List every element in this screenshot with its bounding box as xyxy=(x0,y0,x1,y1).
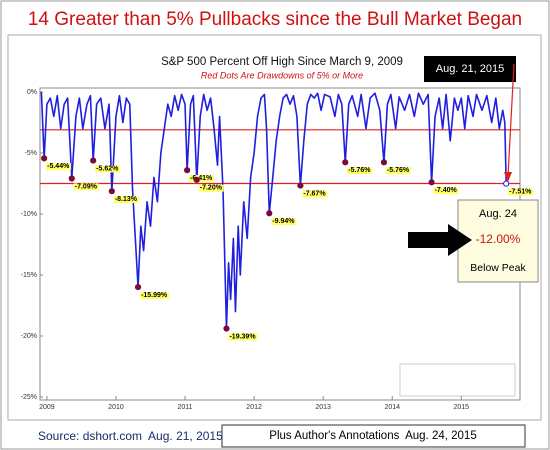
value-label-bg xyxy=(228,333,258,341)
page-title: 14 Greater than 5% Pullbacks since the B… xyxy=(28,9,522,30)
drawdown-dot xyxy=(297,182,304,189)
drawdown-dot xyxy=(193,176,200,183)
x-tick-label: 2012 xyxy=(246,404,262,411)
chart-title: S&P 500 Percent Off High Since March 9, … xyxy=(161,56,403,68)
drawdown-dot xyxy=(90,157,97,164)
drawdown-dot xyxy=(108,188,115,195)
y-tick-label: -5% xyxy=(25,150,37,157)
y-tick-label: -10% xyxy=(21,211,37,218)
value-label: -5.76% xyxy=(348,167,371,174)
author-box xyxy=(221,424,526,448)
drawdown-dot xyxy=(223,325,230,332)
value-label-bg xyxy=(302,190,328,198)
y-tick-label: 0% xyxy=(27,89,37,96)
x-tick-label: 2015 xyxy=(454,404,470,411)
y-tick-label: -20% xyxy=(21,333,37,340)
value-label: -7.51% xyxy=(509,188,532,195)
value-label: -5.44% xyxy=(47,163,70,170)
value-label: -7.67% xyxy=(303,190,326,197)
value-label-bg xyxy=(73,183,99,191)
x-tick-label: 2011 xyxy=(178,404,193,411)
peak-box xyxy=(457,199,539,283)
arrow-line xyxy=(507,63,515,177)
drawdown-dot xyxy=(266,210,273,217)
peak-date: Aug. 24 xyxy=(479,208,517,220)
value-label-bg xyxy=(140,291,169,299)
value-label: -6.41% xyxy=(190,175,213,182)
author-note: Plus Author's Annotations Aug. 24, 2015 xyxy=(269,430,476,442)
value-label-bg xyxy=(95,165,121,173)
drawdown-dot xyxy=(134,283,142,291)
y-tick-label: -15% xyxy=(21,272,37,279)
value-label: -8.13% xyxy=(115,196,138,203)
date-box-text: Aug. 21, 2015 xyxy=(436,63,505,75)
line xyxy=(40,91,507,330)
value-label-bg xyxy=(189,175,215,183)
date-box xyxy=(424,56,516,82)
drawdown-dot xyxy=(428,179,435,186)
blank-box xyxy=(399,363,516,397)
value-label-bg xyxy=(271,218,297,226)
value-label-bg xyxy=(385,167,411,175)
value-label: -7.40% xyxy=(435,187,458,194)
peak-change: -12.00% xyxy=(476,232,521,246)
drawdown-dot xyxy=(380,159,388,166)
x-tick-label: 2010 xyxy=(108,404,124,411)
value-label-bg xyxy=(433,187,459,195)
value-label: -7.09% xyxy=(75,183,98,190)
chart-subtitle: Red Dots Are Drawdowns of 5% or More xyxy=(201,70,363,80)
value-label: -5.76% xyxy=(387,167,410,174)
value-label-bg xyxy=(46,163,72,171)
value-label-bg xyxy=(347,167,373,175)
drawdown-dot xyxy=(342,159,349,166)
source: Source: dshort.com Aug. 21, 2015 xyxy=(38,429,223,443)
drawdown-dot xyxy=(68,175,75,182)
drawdown-dot xyxy=(41,155,48,162)
black-arrow xyxy=(408,224,472,256)
drawdown-dot xyxy=(503,180,510,187)
x-tick-label: 2013 xyxy=(315,404,331,411)
arrow-head xyxy=(504,172,512,182)
value-label-bg xyxy=(508,188,534,196)
y-tick-label: -25% xyxy=(21,394,37,401)
peak-note: Below Peak xyxy=(470,262,526,274)
value-label-bg xyxy=(113,196,139,204)
value-label: -19.39% xyxy=(229,333,256,340)
drawdown-dot xyxy=(184,167,191,174)
value-label: -5.62% xyxy=(96,165,119,172)
x-tick-label: 2014 xyxy=(384,404,400,411)
value-label: -7.20% xyxy=(200,185,223,192)
value-label-bg xyxy=(198,184,224,192)
value-label: -9.94% xyxy=(272,218,295,225)
x-tick-label: 2009 xyxy=(39,404,55,411)
value-label: -15.99% xyxy=(141,292,168,299)
